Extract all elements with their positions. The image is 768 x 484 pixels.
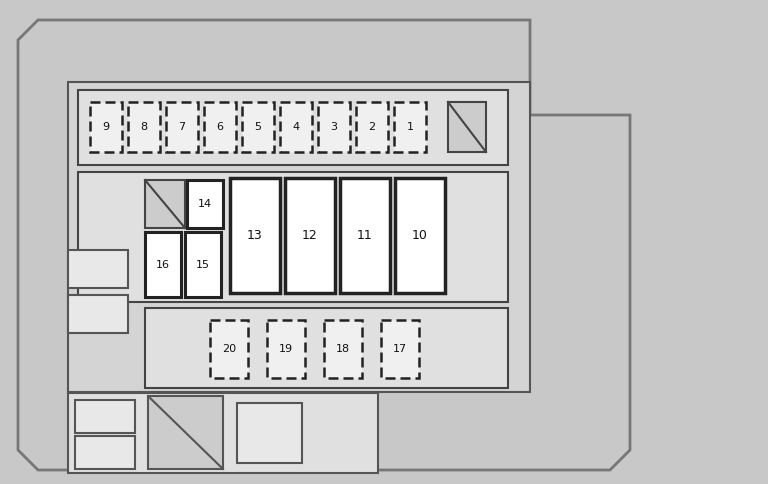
Text: 9: 9 bbox=[102, 122, 110, 132]
Text: 12: 12 bbox=[302, 229, 318, 242]
Bar bbox=[166, 102, 198, 152]
Text: 17: 17 bbox=[393, 344, 407, 354]
Text: 20: 20 bbox=[222, 344, 236, 354]
Text: 2: 2 bbox=[369, 122, 376, 132]
Text: 3: 3 bbox=[330, 122, 337, 132]
Text: 18: 18 bbox=[336, 344, 350, 354]
Bar bbox=[68, 295, 128, 333]
Text: 4: 4 bbox=[293, 122, 300, 132]
Text: 19: 19 bbox=[279, 344, 293, 354]
Bar bbox=[356, 102, 388, 152]
Bar bbox=[128, 102, 160, 152]
Bar bbox=[145, 308, 508, 388]
Bar bbox=[280, 102, 312, 152]
Bar bbox=[145, 232, 181, 297]
Bar bbox=[78, 90, 508, 165]
Bar bbox=[148, 396, 223, 469]
Bar bbox=[185, 232, 221, 297]
Bar bbox=[78, 172, 508, 302]
Bar bbox=[340, 178, 390, 293]
Text: 16: 16 bbox=[156, 259, 170, 270]
Text: 5: 5 bbox=[254, 122, 261, 132]
Bar bbox=[145, 180, 185, 228]
Bar bbox=[395, 178, 445, 293]
Bar bbox=[204, 102, 236, 152]
Bar bbox=[210, 320, 248, 378]
Text: 14: 14 bbox=[198, 199, 212, 209]
Bar bbox=[448, 102, 486, 152]
Text: 15: 15 bbox=[196, 259, 210, 270]
Bar bbox=[237, 403, 302, 463]
Text: 7: 7 bbox=[178, 122, 186, 132]
Bar bbox=[90, 102, 122, 152]
Bar bbox=[75, 400, 135, 433]
Bar bbox=[68, 393, 378, 473]
Bar bbox=[230, 178, 280, 293]
Bar bbox=[285, 178, 335, 293]
Text: 11: 11 bbox=[357, 229, 373, 242]
Text: 1: 1 bbox=[406, 122, 413, 132]
Text: 8: 8 bbox=[141, 122, 147, 132]
Bar bbox=[242, 102, 274, 152]
Bar bbox=[324, 320, 362, 378]
Polygon shape bbox=[18, 20, 630, 470]
Bar bbox=[394, 102, 426, 152]
Bar bbox=[75, 436, 135, 469]
Text: 13: 13 bbox=[247, 229, 263, 242]
Text: 10: 10 bbox=[412, 229, 428, 242]
Bar bbox=[267, 320, 305, 378]
Bar bbox=[381, 320, 419, 378]
Text: 6: 6 bbox=[217, 122, 223, 132]
Bar bbox=[68, 250, 128, 288]
Bar bbox=[187, 180, 223, 228]
Bar bbox=[68, 82, 530, 392]
Bar bbox=[318, 102, 350, 152]
